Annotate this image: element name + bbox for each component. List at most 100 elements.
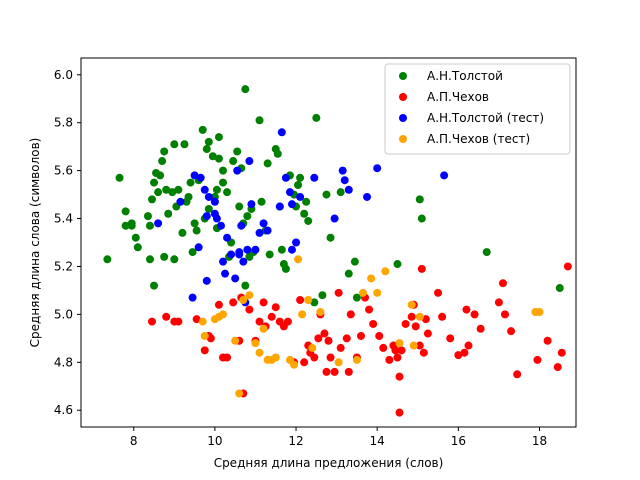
data-point-series-1-18 — [259, 298, 268, 307]
data-point-series-1-8 — [214, 300, 223, 309]
data-point-series-3-32 — [535, 307, 544, 316]
data-point-series-0-7 — [133, 243, 142, 252]
data-point-series-2-1 — [176, 197, 185, 206]
data-point-series-3-28 — [407, 300, 416, 309]
data-point-series-1-74 — [494, 298, 503, 307]
data-point-series-0-20 — [162, 185, 171, 194]
x-axis-ticks: 8 10 12 14 16 18 — [130, 427, 547, 448]
x-tick-label: 10 — [207, 434, 222, 448]
legend-box — [384, 63, 571, 155]
data-point-series-3-1 — [200, 331, 209, 340]
data-point-series-1-76 — [501, 310, 509, 319]
data-point-series-1-78 — [513, 370, 522, 379]
data-point-series-2-11 — [212, 214, 221, 223]
data-point-series-0-89 — [350, 257, 359, 266]
data-point-series-0-59 — [243, 212, 252, 221]
data-point-series-1-20 — [267, 312, 276, 321]
data-point-series-1-65 — [434, 288, 443, 297]
data-point-series-1-81 — [553, 363, 562, 372]
data-point-series-1-10 — [223, 353, 232, 362]
data-point-series-3-0 — [198, 317, 207, 326]
data-point-series-0-85 — [322, 190, 331, 199]
data-point-series-2-43 — [373, 164, 382, 173]
y-tick-label: 5.4 — [54, 212, 73, 226]
data-point-series-0-91 — [393, 260, 402, 269]
data-point-series-3-19 — [304, 296, 313, 305]
data-point-series-1-56 — [401, 319, 410, 328]
data-point-series-2-27 — [255, 228, 264, 237]
data-point-series-0-23 — [170, 140, 179, 149]
data-point-series-1-47 — [369, 319, 378, 328]
data-point-series-1-63 — [421, 315, 430, 324]
data-point-series-1-15 — [245, 305, 254, 314]
data-point-series-0-30 — [184, 192, 193, 201]
data-point-series-1-11 — [229, 298, 238, 307]
data-point-series-1-34 — [322, 367, 331, 376]
y-tick-label: 5.6 — [54, 164, 73, 178]
data-point-series-2-4 — [194, 243, 203, 252]
data-point-series-0-73 — [281, 264, 290, 273]
data-point-series-2-31 — [277, 128, 286, 137]
legend: А.Н.Толстой А.П.Чехов А.Н.Толстой (тест) А.… — [384, 63, 571, 155]
data-point-series-0-41 — [208, 152, 217, 161]
data-point-series-3-16 — [290, 360, 299, 369]
data-point-series-0-32 — [188, 248, 197, 257]
data-point-series-3-29 — [409, 341, 418, 350]
data-point-series-2-8 — [202, 276, 211, 285]
data-point-series-2-39 — [338, 166, 347, 175]
data-point-series-3-22 — [352, 355, 361, 364]
x-tick-label: 14 — [370, 434, 385, 448]
data-point-series-1-40 — [342, 334, 351, 343]
data-point-series-1-50 — [385, 355, 394, 364]
y-tick-label: 5.8 — [54, 116, 73, 130]
data-point-series-0-17 — [158, 157, 167, 166]
data-point-series-0-28 — [180, 140, 189, 149]
data-point-series-2-15 — [223, 233, 232, 242]
data-point-series-3-20 — [316, 307, 325, 316]
data-point-series-2-26 — [251, 245, 260, 254]
data-point-series-0-48 — [219, 178, 228, 187]
data-point-series-0-33 — [190, 219, 199, 228]
data-point-series-1-52 — [391, 346, 400, 355]
data-point-series-1-60 — [415, 341, 424, 350]
data-point-series-0-5 — [127, 221, 136, 230]
y-tick-label: 5.0 — [54, 307, 73, 321]
data-point-series-2-32 — [281, 173, 290, 182]
data-point-series-2-0 — [154, 219, 163, 228]
legend-marker — [399, 114, 407, 122]
data-point-series-1-64 — [423, 329, 432, 338]
data-point-series-2-7 — [202, 212, 211, 221]
data-point-series-0-1 — [115, 173, 124, 182]
data-point-series-1-37 — [330, 367, 339, 376]
data-point-series-0-54 — [235, 202, 244, 211]
plot-frame — [80, 57, 577, 428]
data-point-series-1-5 — [200, 346, 209, 355]
data-point-series-0-90 — [352, 293, 361, 302]
data-point-series-0-52 — [229, 157, 238, 166]
data-point-series-0-63 — [255, 116, 264, 125]
legend-marker — [399, 93, 407, 101]
data-point-series-0-38 — [202, 145, 211, 154]
data-point-series-2-16 — [227, 250, 236, 259]
data-point-series-1-4 — [192, 315, 201, 324]
data-point-series-2-18 — [233, 166, 242, 175]
data-point-series-2-2 — [188, 293, 197, 302]
data-point-series-0-69 — [273, 149, 282, 158]
data-point-series-2-17 — [231, 274, 240, 283]
data-point-series-0-67 — [265, 250, 274, 259]
data-point-series-1-54 — [395, 372, 404, 381]
data-point-series-2-46 — [235, 248, 244, 257]
data-point-series-0-43 — [212, 185, 221, 194]
legend-label: А.П.Чехов (тест) — [427, 132, 530, 146]
data-point-series-1-57 — [407, 312, 416, 321]
data-point-series-1-31 — [314, 334, 323, 343]
data-point-series-1-21 — [271, 303, 280, 312]
data-point-series-0-40 — [204, 204, 213, 213]
data-point-series-1-69 — [460, 348, 469, 357]
data-point-series-0-53 — [233, 147, 242, 156]
data-point-series-0-78 — [296, 173, 305, 182]
data-point-series-0-80 — [302, 197, 311, 206]
data-point-series-0-12 — [150, 281, 159, 290]
data-point-series-1-49 — [379, 343, 388, 352]
data-point-series-1-7 — [206, 334, 215, 343]
